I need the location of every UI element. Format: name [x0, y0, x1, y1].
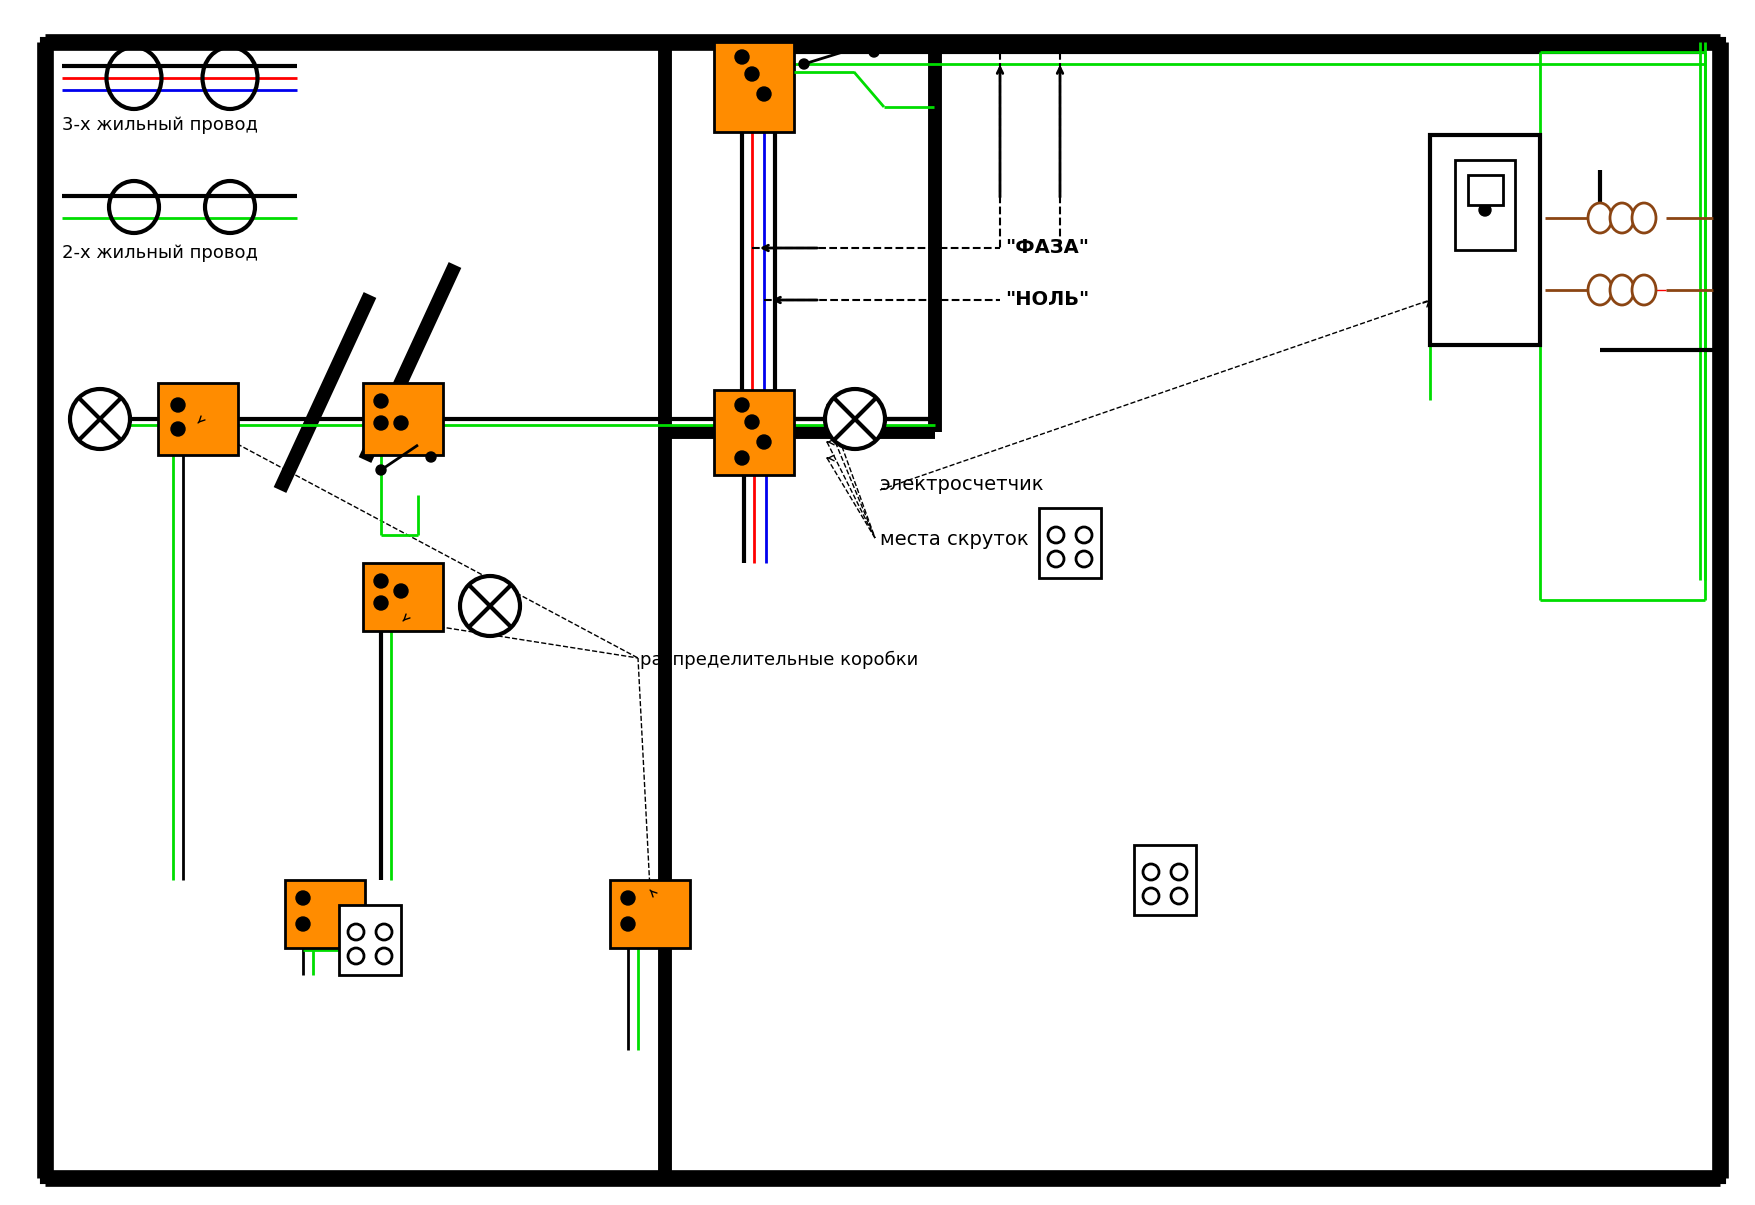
Circle shape — [799, 59, 809, 69]
Text: места скруток: места скруток — [879, 530, 1028, 549]
Circle shape — [460, 576, 519, 636]
Circle shape — [735, 451, 749, 465]
Circle shape — [347, 948, 363, 964]
Circle shape — [297, 917, 311, 931]
Bar — [1039, 509, 1100, 578]
Circle shape — [621, 917, 635, 931]
Text: распределительные коробки: распределительные коробки — [639, 651, 918, 669]
Bar — [363, 383, 442, 455]
Ellipse shape — [1609, 202, 1634, 233]
Circle shape — [1713, 284, 1725, 296]
Text: 3-х жильный провод: 3-х жильный провод — [61, 116, 258, 134]
Circle shape — [376, 465, 386, 475]
Ellipse shape — [1609, 275, 1634, 305]
Circle shape — [1478, 180, 1490, 192]
Circle shape — [756, 87, 770, 101]
Bar — [284, 880, 365, 948]
Circle shape — [756, 435, 770, 449]
Circle shape — [376, 948, 391, 964]
Circle shape — [1713, 212, 1725, 224]
Circle shape — [70, 389, 130, 449]
Bar — [609, 880, 690, 948]
Text: "НОЛЬ": "НОЛЬ" — [1004, 290, 1088, 308]
Bar — [1134, 845, 1195, 915]
Circle shape — [393, 416, 407, 430]
Circle shape — [744, 67, 758, 81]
Circle shape — [297, 890, 311, 905]
Circle shape — [1478, 204, 1490, 216]
Circle shape — [374, 416, 388, 430]
Bar — [1467, 175, 1502, 205]
Text: "ФАЗА": "ФАЗА" — [1004, 239, 1088, 257]
Bar — [714, 390, 793, 475]
Circle shape — [374, 574, 388, 588]
Circle shape — [1171, 888, 1186, 904]
Circle shape — [1048, 551, 1064, 568]
Circle shape — [869, 47, 879, 57]
Circle shape — [393, 584, 407, 598]
Bar — [158, 383, 239, 455]
Circle shape — [825, 389, 885, 449]
Circle shape — [170, 422, 184, 436]
Circle shape — [621, 890, 635, 905]
Circle shape — [1171, 864, 1186, 880]
Ellipse shape — [1587, 202, 1611, 233]
Text: электросчетчик: электросчетчик — [879, 475, 1044, 494]
Circle shape — [426, 452, 435, 462]
Circle shape — [744, 415, 758, 429]
Bar — [1429, 135, 1539, 345]
Bar — [363, 563, 442, 631]
Circle shape — [1143, 888, 1158, 904]
Circle shape — [376, 924, 391, 940]
Ellipse shape — [1630, 275, 1655, 305]
Circle shape — [347, 924, 363, 940]
Text: 2-х жильный провод: 2-х жильный провод — [61, 243, 258, 261]
Ellipse shape — [1587, 275, 1611, 305]
Circle shape — [1048, 527, 1064, 543]
Ellipse shape — [1630, 202, 1655, 233]
Bar — [1455, 160, 1515, 249]
Bar — [339, 905, 400, 975]
Circle shape — [1143, 864, 1158, 880]
Circle shape — [374, 596, 388, 610]
Circle shape — [735, 398, 749, 412]
Circle shape — [1076, 551, 1092, 568]
Bar — [714, 42, 793, 133]
Circle shape — [170, 398, 184, 412]
Circle shape — [735, 49, 749, 64]
Circle shape — [374, 394, 388, 408]
Circle shape — [1076, 527, 1092, 543]
